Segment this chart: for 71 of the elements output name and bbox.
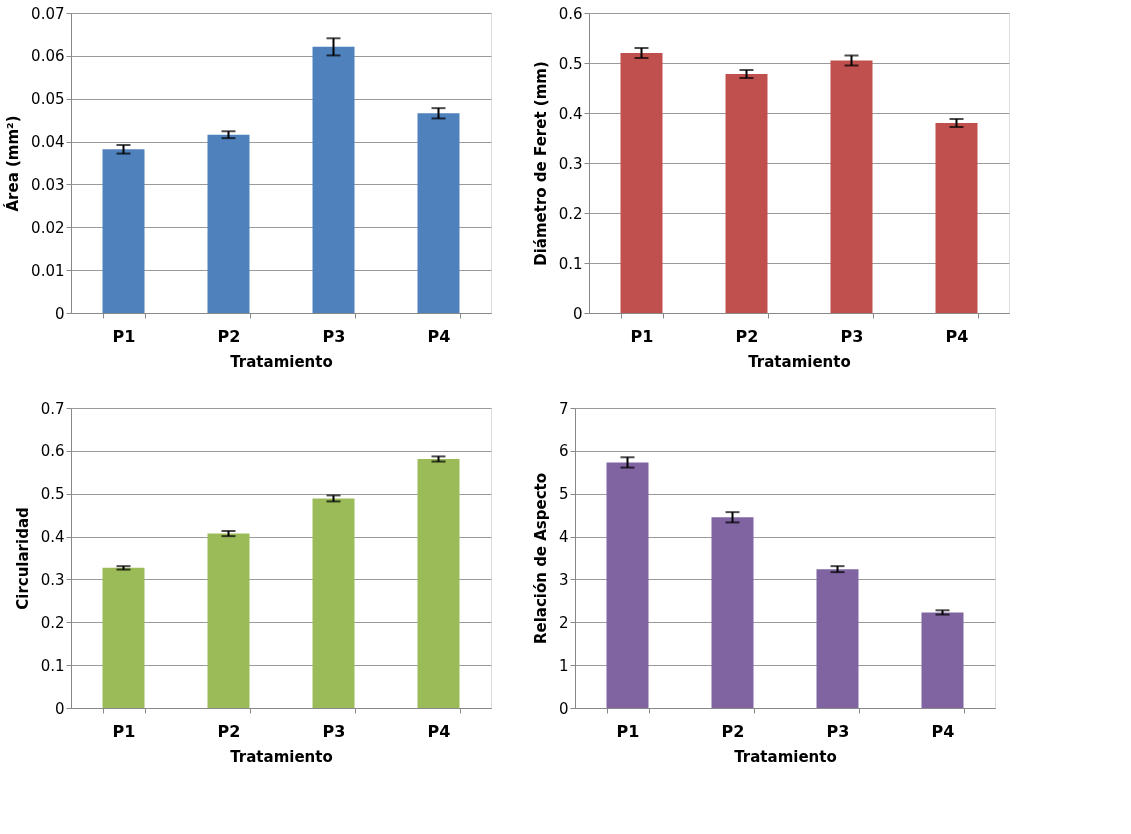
bar <box>816 569 859 708</box>
y-tick-label: 0.6 <box>558 4 583 23</box>
bar <box>102 149 145 313</box>
y-tick-label: 0.3 <box>40 570 65 589</box>
x-axis-title: Tratamiento <box>748 352 851 371</box>
y-tick-label: 0.1 <box>558 254 583 273</box>
x-axis-title: Tratamiento <box>734 747 837 766</box>
y-tick-label: 0.03 <box>31 175 65 194</box>
bar <box>830 60 873 313</box>
x-tick-label: P1 <box>112 721 136 741</box>
y-axis-title: Diámetro de Feret (mm) <box>531 61 550 266</box>
y-tick-label: 0.4 <box>40 528 65 547</box>
y-tick-label: 6 <box>558 442 569 461</box>
y-tick-label: 0.06 <box>31 47 65 66</box>
y-tick-label: 0.05 <box>31 90 65 109</box>
x-tick-label: P1 <box>112 326 136 346</box>
y-tick-label: 0.5 <box>558 54 583 73</box>
y-tick-label: 0 <box>54 304 65 323</box>
bar <box>417 113 460 313</box>
bar <box>606 462 649 708</box>
y-tick-label: 0.01 <box>31 261 65 280</box>
y-tick-label: 0.1 <box>40 656 65 675</box>
x-tick-label: P2 <box>721 721 745 741</box>
y-tick-label: 4 <box>558 528 569 547</box>
bar <box>711 517 754 708</box>
x-axis-title: Tratamiento <box>230 352 333 371</box>
y-tick-label: 3 <box>558 570 569 589</box>
y-tick-label: 2 <box>558 613 569 632</box>
x-tick-label: P4 <box>945 326 969 346</box>
y-tick-label: 0.2 <box>558 204 583 223</box>
y-axis-title: Relación de Aspecto <box>531 472 550 645</box>
bar <box>312 46 355 313</box>
x-tick-label: P4 <box>427 721 451 741</box>
x-tick-label: P2 <box>735 326 759 346</box>
x-tick-label: P4 <box>427 326 451 346</box>
bar <box>921 612 964 708</box>
bar <box>207 134 250 313</box>
y-tick-label: 0 <box>572 304 583 323</box>
y-tick-label: 0.6 <box>40 442 65 461</box>
x-tick-label: P3 <box>826 721 850 741</box>
y-tick-label: 7 <box>558 399 569 418</box>
y-tick-label: 0 <box>54 699 65 718</box>
y-tick-label: 0.4 <box>558 104 583 123</box>
y-tick-label: 0.07 <box>31 4 65 23</box>
y-axis-title: Circularidad <box>13 507 32 610</box>
bar <box>725 74 768 313</box>
x-tick-label: P1 <box>630 326 654 346</box>
y-tick-label: 0.5 <box>40 485 65 504</box>
x-tick-label: P2 <box>217 326 241 346</box>
bar <box>935 123 978 313</box>
y-tick-label: 5 <box>558 485 569 504</box>
bar <box>417 459 460 708</box>
y-tick-label: 0.04 <box>31 133 65 152</box>
y-tick-label: 0.3 <box>558 154 583 173</box>
x-tick-label: P3 <box>322 326 346 346</box>
y-tick-label: 0.2 <box>40 613 65 632</box>
y-axis-title: Área (mm²) <box>3 115 23 212</box>
x-axis-title: Tratamiento <box>230 747 333 766</box>
x-tick-label: P2 <box>217 721 241 741</box>
x-tick-label: P1 <box>616 721 640 741</box>
y-tick-label: 0.02 <box>31 218 65 237</box>
x-tick-label: P3 <box>322 721 346 741</box>
bar <box>207 533 250 708</box>
y-tick-label: 0.7 <box>40 399 65 418</box>
bar <box>102 567 145 708</box>
bar <box>312 498 355 708</box>
y-tick-label: 0 <box>558 699 569 718</box>
bar <box>620 53 663 313</box>
x-tick-label: P3 <box>840 326 864 346</box>
y-tick-label: 1 <box>558 656 569 675</box>
x-tick-label: P4 <box>931 721 955 741</box>
